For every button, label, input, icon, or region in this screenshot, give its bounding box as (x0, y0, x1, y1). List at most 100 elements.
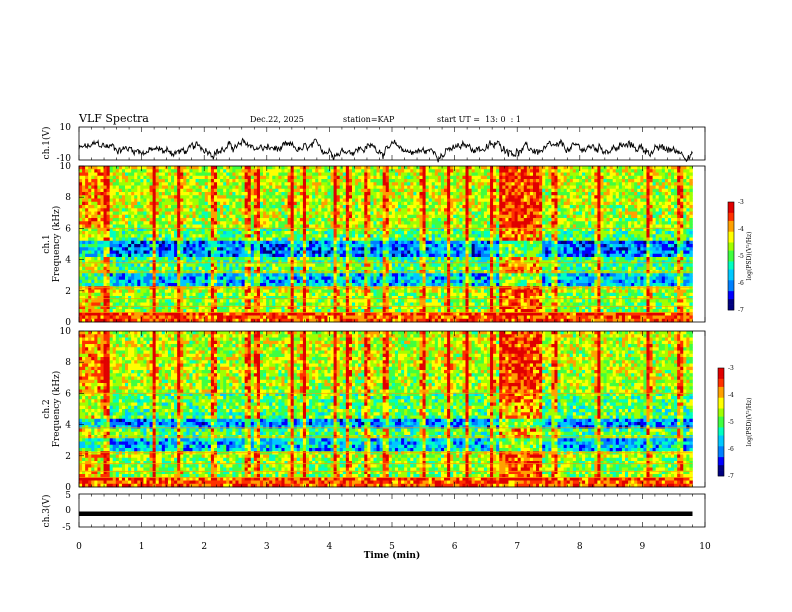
spec-cell (91, 240, 95, 245)
spec-cell (210, 240, 215, 245)
spec-cell (118, 179, 123, 183)
spec-cell (361, 260, 365, 264)
spec-cell (103, 309, 107, 313)
spec-cell (152, 237, 157, 242)
spec-cell (299, 166, 304, 170)
spec-cell (361, 299, 365, 303)
spec-cell (256, 198, 261, 203)
spec-cell (309, 257, 313, 261)
spec-cell (118, 208, 123, 212)
spec-cell (364, 289, 368, 294)
spec-cell (364, 172, 368, 177)
spec-cell (385, 227, 390, 232)
spec-cell (296, 283, 301, 287)
spec-cell (321, 211, 325, 216)
spec-cell (379, 276, 384, 281)
spec-cell (342, 234, 347, 238)
spec-cell (299, 305, 304, 310)
spec-cell (106, 292, 111, 297)
spec-cell (210, 279, 215, 284)
spec-cell (189, 266, 193, 271)
spec-cell (195, 279, 199, 284)
spec-cell (146, 211, 150, 216)
spec-cell (125, 172, 129, 177)
spec-cell (97, 305, 101, 310)
spec-cell (82, 234, 86, 238)
spec-cell (134, 224, 138, 229)
spec-cell (312, 302, 316, 307)
spec-cell (355, 198, 359, 203)
spec-cell (367, 221, 371, 225)
spec-cell (146, 292, 150, 297)
spec-cell (128, 169, 132, 173)
spec-cell (385, 283, 390, 287)
spec-cell (204, 218, 209, 222)
spec-cell (327, 244, 331, 248)
spec-cell (235, 312, 239, 316)
spec-cell (82, 263, 86, 268)
spec-cell (367, 244, 371, 248)
spec-cell (183, 273, 187, 277)
spec-cell (355, 292, 359, 297)
spec-cell (272, 302, 276, 307)
spec-cell (241, 276, 245, 281)
spec-cell (171, 263, 175, 268)
spec-cell (155, 218, 160, 222)
spec-cell (379, 240, 384, 245)
spec-cell (238, 299, 242, 303)
spec-cell (112, 172, 117, 177)
spec-cell (263, 263, 267, 268)
spec-cell (315, 185, 319, 190)
spec-cell (275, 188, 279, 193)
spec-cell (330, 296, 334, 300)
spec-cell (272, 299, 276, 303)
spec-cell (229, 283, 233, 287)
spec-cell (364, 296, 368, 300)
spec-cell (275, 166, 279, 170)
spec-cell (287, 240, 291, 245)
spec-cell (112, 227, 117, 232)
spec-cell (106, 279, 111, 284)
spec-cell (244, 201, 249, 206)
spec-cell (263, 224, 267, 229)
spec-cell (287, 312, 291, 316)
spec-cell (299, 234, 304, 238)
spec-cell (352, 302, 356, 307)
spec-cell (333, 201, 338, 206)
spec-cell (299, 244, 304, 248)
spec-cell (201, 283, 206, 287)
spec-cell (161, 237, 166, 242)
spec-cell (131, 315, 135, 320)
spec-cell (318, 247, 322, 251)
spec-cell (379, 296, 384, 300)
spec-cell (266, 296, 270, 300)
spec-cell (131, 237, 135, 242)
spec-cell (348, 195, 353, 199)
spec-cell (339, 312, 344, 316)
spec-cell (382, 283, 387, 287)
spec-cell (309, 296, 313, 300)
spec-cell (180, 273, 184, 277)
spec-cell (217, 240, 221, 245)
spec-cell (97, 260, 101, 264)
spec-cell (321, 263, 325, 268)
spec-cell (210, 221, 215, 225)
spec-cell (315, 247, 319, 251)
spec-cell (128, 266, 132, 271)
spec-cell (161, 166, 166, 170)
spec-cell (229, 224, 233, 229)
spec-cell (305, 263, 310, 268)
spec-cell (128, 185, 132, 190)
spec-cell (137, 247, 141, 251)
spec-cell (85, 318, 89, 323)
spec-cell (189, 172, 193, 177)
spec-cell (94, 257, 98, 261)
spec-cell (235, 224, 239, 229)
spec-cell (327, 218, 331, 222)
spec-cell (171, 201, 175, 206)
spec-cell (241, 260, 245, 264)
spec-cell (364, 169, 368, 173)
spec-cell (241, 179, 245, 183)
spec-cell (358, 185, 362, 190)
spec-cell (355, 305, 359, 310)
